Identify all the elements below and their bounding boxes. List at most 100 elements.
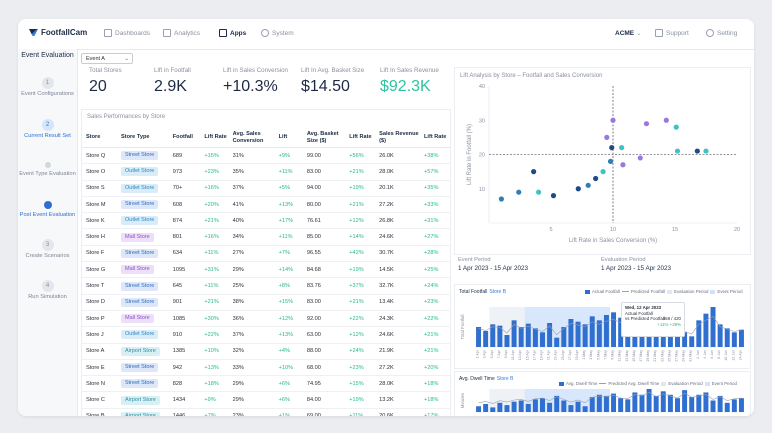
table-cell: +19% xyxy=(345,180,376,197)
table-cell: 1434 xyxy=(168,391,201,409)
store-selector[interactable]: Store B xyxy=(496,376,514,382)
table-cell: 63.00 xyxy=(302,326,346,344)
legend-item[interactable]: Evaluation Period xyxy=(674,289,709,294)
table-row[interactable]: Store G Mall Store 1095 +31% 29% +14% 84.68 +19… xyxy=(82,261,450,279)
brand-logo[interactable]: FootfallCam xyxy=(29,28,87,37)
nav-system[interactable]: System xyxy=(261,29,294,37)
support-link[interactable]: Support xyxy=(655,29,689,37)
bar xyxy=(667,333,673,347)
legend-item[interactable]: Predicted Footfall xyxy=(630,289,665,294)
table-cell: 69.00 xyxy=(302,408,346,416)
column-header[interactable]: Footfall xyxy=(168,128,201,148)
legend-item[interactable]: Event Period xyxy=(717,289,743,294)
table-cell: 29% xyxy=(228,391,275,409)
table-cell: +23% xyxy=(200,163,229,181)
column-header[interactable]: Lift xyxy=(274,128,303,148)
nav-analytics[interactable]: Analytics xyxy=(163,29,200,37)
store-selector[interactable]: Store B xyxy=(489,289,507,295)
table-cell: 40% xyxy=(228,212,275,230)
column-header[interactable]: Store Type xyxy=(116,128,169,148)
bar xyxy=(518,400,524,412)
bar xyxy=(675,398,680,412)
legend-swatch xyxy=(621,291,629,292)
bar xyxy=(724,402,730,412)
legend-swatch xyxy=(559,381,564,386)
step-post-event-evaluation[interactable]: Post Event Evaluation xyxy=(18,199,77,219)
table-cell: 20.1K xyxy=(375,180,420,197)
table-row[interactable]: Store H Mall Store 801 +16% 34% +11% 85.00 +14%… xyxy=(82,228,450,246)
table-row[interactable]: Store M Street Store 608 +20% 41% +13% 80.00 +2… xyxy=(82,196,450,214)
legend-item[interactable]: Evaluation Period xyxy=(668,381,703,386)
table-row[interactable]: Store Q Street Store 689 +15% 31% +9% 99.00 +56… xyxy=(82,147,450,165)
tooltip-lift-value: +11% +29% xyxy=(657,322,681,327)
table-row[interactable]: Store S Outlet Store 70+ +16% 37% +5% 94.00 +19… xyxy=(82,180,450,197)
column-header[interactable]: Avg. Basket Size ($) xyxy=(302,128,346,148)
y-axis-label: Lift Rate in Footfall (%) xyxy=(467,124,473,185)
legend-item[interactable]: Predicted Avg. Dwell Time xyxy=(608,381,660,386)
table-cell: 910 xyxy=(168,326,201,344)
step-label: Post Event Evaluation xyxy=(19,212,76,218)
step-event-type-evaluation[interactable]: Event Type Evaluation xyxy=(18,159,77,178)
table-row[interactable]: Store C Airport Store 1434 +9% 29% +6% 84.00 +1… xyxy=(82,391,450,409)
support-label: Support xyxy=(666,29,689,37)
table-cell: Outlet Store xyxy=(116,326,169,344)
x-tick-label: 29 May xyxy=(682,350,686,362)
bar xyxy=(710,307,716,347)
table-row[interactable]: Store E Street Store 942 +13% 33% +10% 68.00 +2… xyxy=(82,359,450,377)
step-current-result-set[interactable]: 2 Current Result Set xyxy=(18,119,77,140)
store-type-badge: Street Store xyxy=(120,248,159,258)
step-run-simulation[interactable]: 4 Run Simulation xyxy=(18,280,77,301)
table-cell: +21% xyxy=(419,343,450,360)
substep-dot-icon xyxy=(44,162,51,168)
table-row[interactable]: Store BAirport Store1446+7%23%+1%69.00+1… xyxy=(82,408,450,416)
table-row[interactable]: Store K Outlet Store 874 +21% 40% +17% 76.61 +1… xyxy=(82,212,450,230)
chart-legend: Actual Footfall Predicted Footfall Evalu… xyxy=(585,289,743,294)
step-event-configurations[interactable]: 1 Event Configurations xyxy=(18,77,77,98)
predicted-line xyxy=(478,315,742,336)
x-tick-label: 13 May xyxy=(625,350,629,362)
column-header[interactable]: Lift Rate xyxy=(200,128,229,148)
step-create-scenarios[interactable]: 3 Create Scenarios xyxy=(18,239,77,260)
column-header[interactable]: Lift Rate xyxy=(419,128,450,148)
table-row[interactable]: Store A Airport Store 1385 +10% 32% +4% 88.00 +… xyxy=(82,343,450,360)
table-row[interactable]: Store J Outlet Store 910 +22% 37% +13% 63.00 +1… xyxy=(82,326,450,344)
bar xyxy=(589,316,595,347)
table-row[interactable]: Store N Street Store 828 +18% 29% +6% 74.95 +15… xyxy=(82,375,450,393)
bar xyxy=(504,335,510,347)
nav-dashboards[interactable]: Dashboards xyxy=(104,29,150,37)
table-row[interactable]: Store D Street Store 901 +21% 38% +15% 83.00 +2… xyxy=(82,294,450,311)
bar xyxy=(511,401,517,412)
total-footfall-panel: Total Footfall 1 Apr 3 Apr 5 Apr 7 Apr 9 Apr 1… xyxy=(454,284,751,369)
chevron-down-icon: ⌄ xyxy=(636,30,642,37)
table-cell: +11% xyxy=(274,228,303,246)
legend-item[interactable]: Actual Footfall xyxy=(592,289,620,294)
legend-item[interactable]: Avg. Dwell Time xyxy=(566,381,598,386)
table-row[interactable]: Store T Street Store 645 +11% 25% +8% 83.76 +37… xyxy=(82,277,450,295)
table-cell: 26.0K xyxy=(375,147,420,165)
column-header[interactable]: Lift Rate xyxy=(345,128,376,148)
table-cell: +19% xyxy=(345,261,376,279)
table-cell: 28.0K xyxy=(375,163,420,181)
table-row[interactable]: Store F Street Store 634 +11% 27% +7% 96.55 +42… xyxy=(82,245,450,263)
setting-link[interactable]: Setting xyxy=(706,29,737,37)
table-header-row: Store Store Type Footfall Lift Rate Avg. Sal… xyxy=(82,128,450,148)
account-selector[interactable]: ACME ⌄ xyxy=(615,29,642,37)
table-cell: +10% xyxy=(200,343,229,360)
table-cell: 84.00 xyxy=(302,391,346,409)
bar xyxy=(511,320,517,347)
event-select[interactable]: Event A ⌄ xyxy=(81,53,133,64)
table-cell: 29% xyxy=(228,375,275,393)
table-row[interactable]: Store O Outlet Store 973 +23% 35% +11% 83.00 +2… xyxy=(82,163,450,181)
table-cell: 23% xyxy=(228,408,275,416)
column-header[interactable]: Sales Revenue ($) xyxy=(375,128,420,148)
table-row[interactable]: Store P Mall Store 1085 +30% 36% +12% 92.00 +22… xyxy=(82,310,450,328)
legend-item[interactable]: Event Period xyxy=(711,381,737,386)
column-header[interactable]: Avg. Sales Conversion xyxy=(228,128,275,148)
table-cell: 942 xyxy=(168,359,201,377)
legend-swatch xyxy=(704,381,710,386)
table-cell: 608 xyxy=(168,196,201,214)
table-cell: 94.00 xyxy=(302,180,346,197)
table-cell: 34% xyxy=(228,228,275,246)
nav-apps[interactable]: Apps xyxy=(219,29,246,37)
column-header[interactable]: Store xyxy=(82,128,117,148)
